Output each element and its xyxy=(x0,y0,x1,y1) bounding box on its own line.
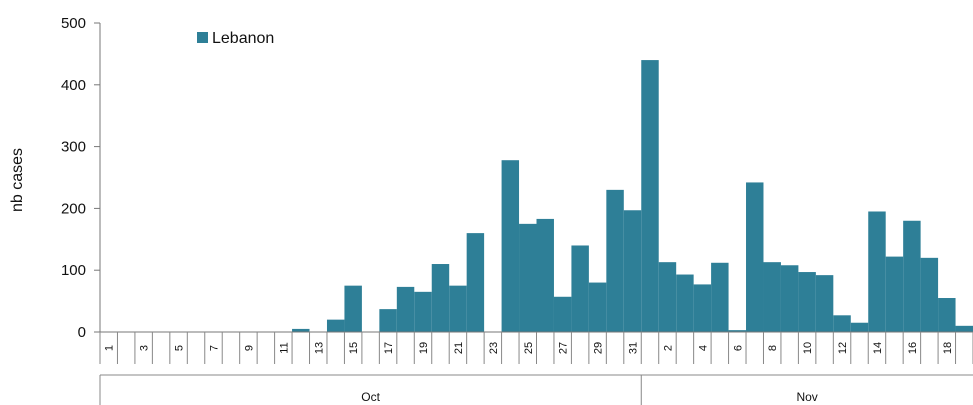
y-tick-label: 200 xyxy=(61,200,86,217)
bar xyxy=(588,282,607,332)
x-axis: 1 3 5 7 9 11 13 15 17 19 21 23 25 27 29 31 2 4 6 8 10 12 14 16 1… xyxy=(99,331,973,405)
x-tick-label: 27 xyxy=(558,342,570,354)
bar xyxy=(868,211,886,332)
x-tick-label: 17 xyxy=(383,342,395,354)
x-tick-label: 11 xyxy=(278,342,290,353)
y-tick-label: 500 xyxy=(61,15,86,32)
bar xyxy=(553,296,572,332)
bar xyxy=(850,322,869,332)
x-tick-label: 18 xyxy=(942,342,954,354)
x-tick-label: 7 xyxy=(208,345,220,351)
x-tick-label: 3 xyxy=(139,345,151,351)
bar xyxy=(466,233,485,332)
x-tick-label: 10 xyxy=(802,342,814,354)
x-tick-label: 4 xyxy=(697,345,709,351)
bar xyxy=(292,328,310,332)
x-tick-label: 13 xyxy=(313,342,325,354)
legend: Lebanon xyxy=(197,30,274,47)
bar xyxy=(414,291,432,332)
bars xyxy=(292,60,973,332)
bar xyxy=(658,262,677,332)
x-tick-label: 5 xyxy=(174,345,186,351)
bar xyxy=(501,160,520,332)
bar xyxy=(379,309,397,332)
legend-swatch xyxy=(197,32,208,43)
x-tick-label: 12 xyxy=(837,342,849,354)
bar xyxy=(536,218,554,332)
bar xyxy=(606,189,624,332)
bar xyxy=(641,60,659,332)
bar xyxy=(955,325,973,332)
x-tick-label: 9 xyxy=(243,345,255,351)
bar xyxy=(938,298,956,332)
x-tick-label: 25 xyxy=(523,342,535,354)
month-label: Oct xyxy=(361,390,380,404)
x-tick-label: 6 xyxy=(732,345,744,351)
x-tick-label: 29 xyxy=(593,342,605,354)
bar xyxy=(833,315,851,332)
bar xyxy=(344,285,362,332)
y-tick-label: 100 xyxy=(61,262,86,279)
bar xyxy=(780,265,799,332)
bar xyxy=(903,220,921,332)
bar xyxy=(920,257,939,332)
bar xyxy=(711,262,729,332)
bar xyxy=(431,264,450,332)
bar xyxy=(326,319,345,332)
x-tick-label: 14 xyxy=(872,342,884,354)
bar xyxy=(676,274,694,332)
x-tick-label: 23 xyxy=(488,342,500,354)
bar xyxy=(885,256,904,332)
y-axis-title: nb cases xyxy=(9,148,26,212)
y-tick-label: 0 xyxy=(78,324,86,341)
bar xyxy=(693,284,712,332)
x-tick-label: 21 xyxy=(453,342,465,354)
bar xyxy=(763,262,781,332)
x-tick-label: 8 xyxy=(767,345,779,351)
bar xyxy=(449,285,467,332)
x-tick-label: 1 xyxy=(104,345,116,351)
x-tick-label: 31 xyxy=(628,342,640,354)
legend-label: Lebanon xyxy=(212,30,274,47)
bar xyxy=(746,182,764,332)
x-tick-label: 2 xyxy=(662,345,674,351)
y-tick-label: 400 xyxy=(61,77,86,94)
x-tick-label: 19 xyxy=(418,342,430,354)
y-axis: 0 100 200 300 400 500 xyxy=(61,15,101,341)
bar xyxy=(815,275,834,332)
bar xyxy=(519,223,537,332)
y-tick-label: 300 xyxy=(61,139,86,156)
x-tick-label: 16 xyxy=(907,342,919,354)
bar xyxy=(728,330,747,332)
bar xyxy=(623,210,642,332)
month-label: Nov xyxy=(796,390,817,404)
bar xyxy=(571,245,589,332)
bar xyxy=(396,286,415,332)
x-tick-label: 15 xyxy=(348,342,360,354)
bar xyxy=(798,272,816,332)
